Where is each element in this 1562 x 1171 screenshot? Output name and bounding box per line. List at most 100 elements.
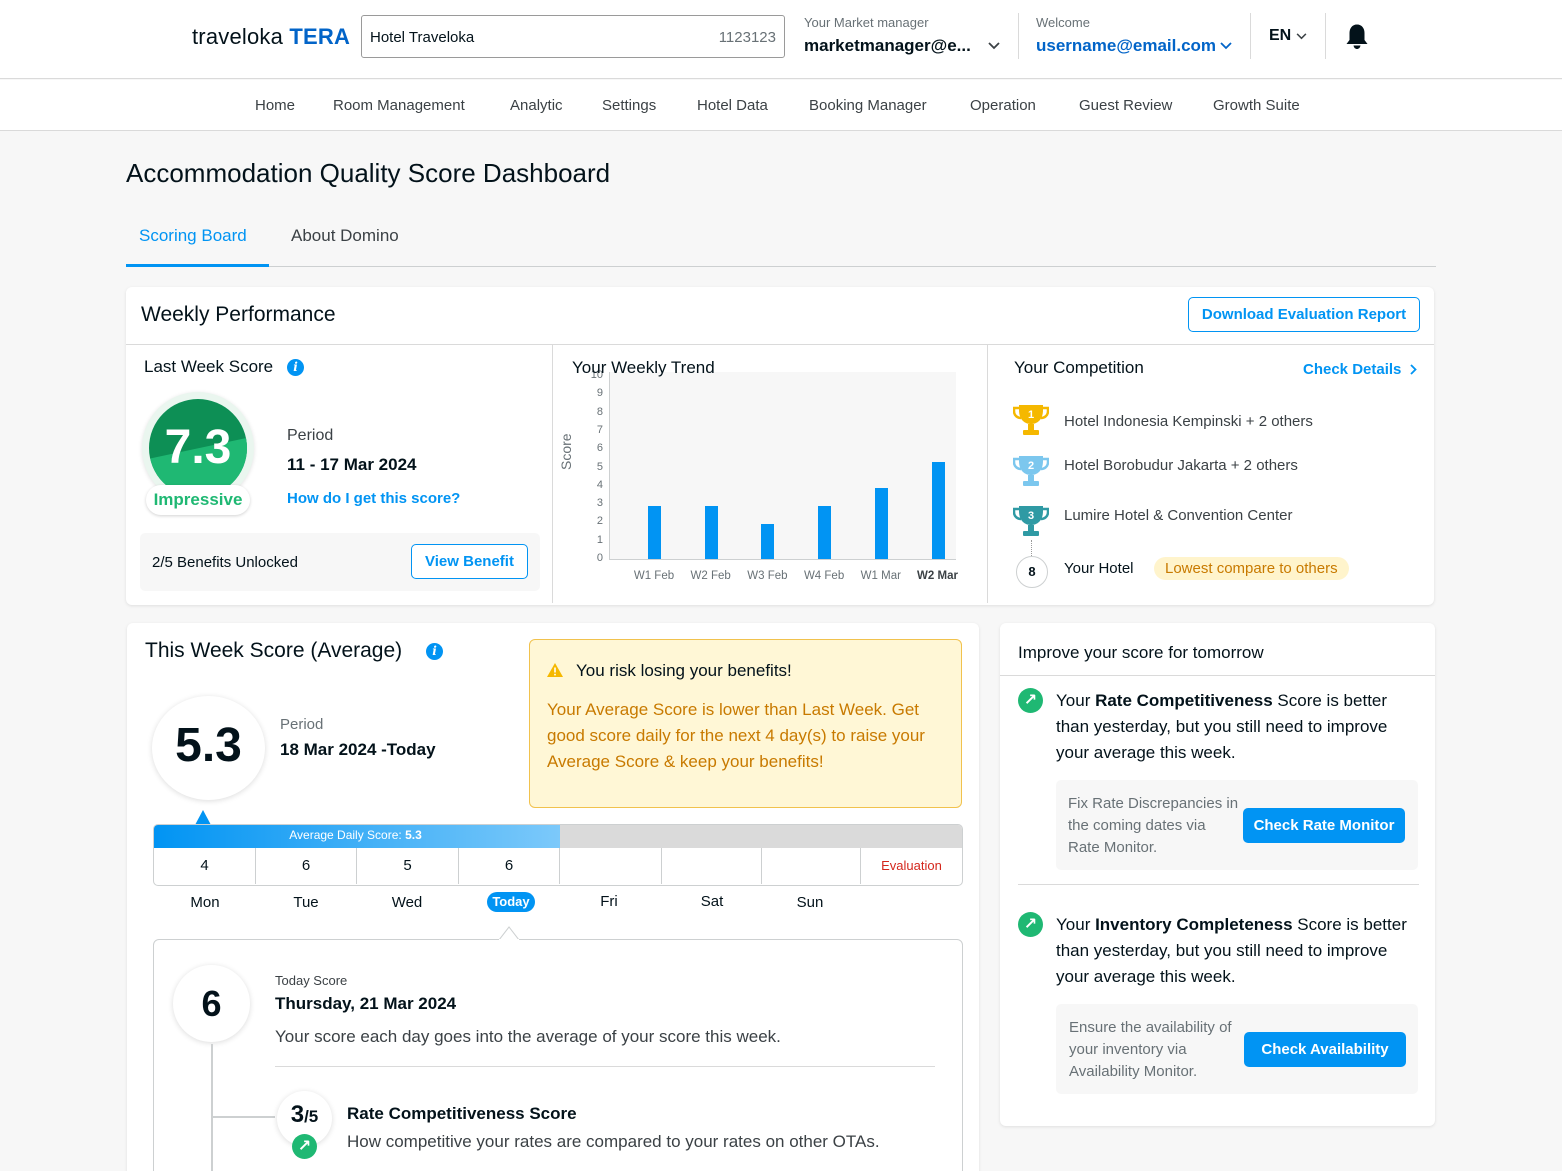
y-tick-label: 8 (596, 405, 603, 418)
hotel-selector[interactable]: Hotel Traveloka 1123123 (361, 15, 785, 58)
score-rating-badge: Impressive (146, 485, 250, 515)
this-week-score-circle (152, 696, 265, 800)
chevron-down-icon (1296, 33, 1307, 40)
competitor-row: Hotel Borobudur Jakarta + 2 others (1064, 457, 1298, 474)
column-divider (552, 345, 553, 603)
trend-bar[interactable] (931, 462, 945, 559)
tab-scoring-board[interactable]: Scoring Board (139, 226, 247, 245)
nav-booking-manager[interactable]: Booking Manager (809, 97, 927, 114)
period-value: 18 Mar 2024 -Today (280, 740, 436, 759)
today-description: Your score each day goes into the averag… (275, 1027, 781, 1046)
day-label: Tue (293, 894, 319, 911)
nav-growth-suite[interactable]: Growth Suite (1213, 97, 1300, 114)
bell-icon[interactable] (1345, 23, 1369, 50)
average-score-fill (154, 825, 560, 848)
average-score-label: Average Daily Score: 5.3 (289, 828, 422, 842)
nav-home[interactable]: Home (255, 97, 296, 114)
header-divider (1325, 13, 1326, 59)
day-score-cell (762, 848, 861, 884)
trend-bar[interactable] (874, 487, 888, 559)
nav-settings[interactable]: Settings (602, 97, 657, 114)
download-report-button[interactable]: Download Evaluation Report (1188, 297, 1420, 332)
trend-plot-area (609, 372, 956, 560)
trend-up-icon: ↗ (292, 1134, 317, 1159)
y-tick-label: 10 (590, 369, 603, 381)
hotel-id: 1123123 (718, 29, 776, 46)
trophy-rank-label: 3 (1028, 510, 1034, 522)
welcome-label: Welcome (1036, 15, 1090, 30)
day-score-cell: 6 (256, 848, 357, 884)
evaluation-cell: Evaluation (881, 858, 942, 873)
account-dropdown[interactable]: username@email.com (1036, 36, 1236, 56)
this-week-title: This Week Score (Average) (145, 639, 403, 662)
trend-x-axis (609, 559, 956, 560)
sub-score-value: 3/5 (290, 1101, 319, 1128)
how-score-link[interactable]: How do I get this score? (287, 490, 461, 507)
tab-about-domino[interactable]: About Domino (291, 226, 399, 245)
last-week-score-value: 7.3 (164, 421, 232, 474)
check-details-link[interactable]: Check Details (1303, 361, 1417, 379)
pointer-caret (499, 926, 519, 940)
info-icon[interactable]: i (426, 643, 443, 660)
check-availability-button[interactable]: Check Availability (1244, 1032, 1406, 1067)
check-rate-monitor-button[interactable]: Check Rate Monitor (1243, 808, 1405, 843)
market-manager-dropdown[interactable]: marketmanager@e... (804, 36, 1004, 56)
benefits-unlocked: 2/5 Benefits Unlocked (152, 554, 298, 571)
timeline-line (211, 1044, 213, 1171)
trend-bar[interactable] (761, 524, 775, 559)
nav-room-management[interactable]: Room Management (333, 97, 465, 114)
market-manager-label: Your Market manager (804, 15, 929, 30)
day-score-cell: 4 (154, 848, 256, 884)
today-day-badge[interactable]: Today (487, 892, 535, 912)
y-tick-label: 2 (596, 515, 603, 528)
warning-icon (547, 663, 563, 677)
y-tick-label: 6 (596, 442, 603, 455)
nav-operation[interactable]: Operation (970, 97, 1036, 114)
nav-hotel-data[interactable]: Hotel Data (697, 97, 768, 114)
account-email: username@email.com (1036, 36, 1217, 55)
weekly-trend-title: Your Weekly Trend (572, 358, 715, 377)
today-date: Thursday, 21 Mar 2024 (275, 994, 457, 1013)
risk-warning-title: You risk losing your benefits! (576, 661, 792, 680)
competition-title: Your Competition (1014, 358, 1144, 377)
trend-up-icon: ↗ (1018, 688, 1043, 713)
day-label: Fri (600, 893, 618, 910)
active-tab-indicator (126, 264, 269, 267)
header-divider (1250, 13, 1251, 59)
brand-accent: TERA (289, 24, 351, 49)
info-icon[interactable]: i (287, 359, 304, 376)
nav-guest-review[interactable]: Guest Review (1079, 97, 1173, 114)
day-score-cell (662, 848, 762, 884)
brand-logo[interactable]: traveloka TERA (192, 24, 350, 50)
hotel-name: Hotel Traveloka (370, 29, 475, 46)
card-divider (126, 344, 1434, 345)
detail-divider (275, 1066, 935, 1067)
competitor-row: Hotel Indonesia Kempinski + 2 others (1064, 413, 1313, 430)
y-tick-label: 3 (596, 497, 603, 510)
trophy-silver-icon: 2 (1012, 453, 1050, 494)
y-tick-label: 5 (596, 460, 603, 473)
last-week-score-circle (149, 399, 247, 497)
day-score-cell (560, 848, 662, 884)
your-hotel-label: Your Hotel (1064, 560, 1134, 577)
y-tick-label: 7 (596, 423, 603, 436)
nav-analytic[interactable]: Analytic (510, 97, 563, 114)
x-tick-label: W1 Mar (860, 570, 901, 582)
page-title: Accommodation Quality Score Dashboard (126, 158, 611, 188)
trend-bar[interactable] (704, 505, 718, 559)
chevron-down-icon (988, 42, 1000, 50)
chevron-down-icon (1220, 42, 1232, 50)
x-tick-label: W1 Feb (633, 570, 675, 582)
trophy-bronze-icon: 3 (1012, 503, 1050, 544)
trend-y-label: Score (558, 433, 574, 470)
improve-divider (1018, 884, 1419, 885)
trend-bar[interactable] (818, 505, 832, 559)
this-week-score-value: 5.3 (175, 719, 242, 772)
improve-tip-text: Fix Rate Discrepancies in the coming dat… (1068, 795, 1239, 856)
trend-bar[interactable] (648, 505, 661, 559)
language-selector[interactable]: EN (1269, 27, 1311, 45)
header-divider (1018, 13, 1019, 59)
x-tick-label: W4 Feb (803, 570, 845, 582)
y-tick-label: 9 (596, 387, 603, 400)
view-benefit-button[interactable]: View Benefit (411, 544, 528, 579)
